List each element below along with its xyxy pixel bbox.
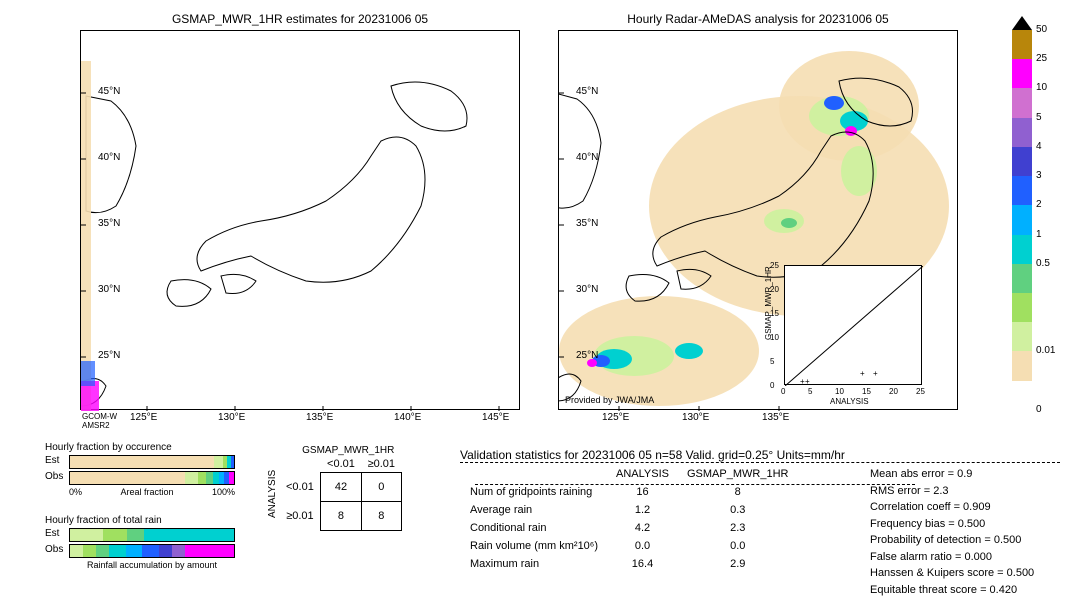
scatter-ylabel: GSMAP_MWR_1HR — [764, 266, 773, 340]
left-lon-130: 130°E — [218, 412, 245, 423]
right-provider: Provided by JWA/JMA — [565, 395, 654, 405]
occ-xlabel: Areal fraction — [120, 487, 173, 497]
left-lat-35: 35°N — [98, 218, 120, 229]
right-lon-135: 135°E — [762, 412, 789, 423]
cont-col-0: <0.01 — [320, 456, 361, 473]
left-map-title: GSMAP_MWR_1HR estimates for 20231006 05 — [80, 12, 520, 26]
colorbar-arrow-icon — [1012, 16, 1032, 30]
cont-cell-10: 8 — [320, 502, 361, 531]
dashed-line-1 — [460, 462, 1060, 463]
left-map-footer: GCOM-W AMSR2 — [82, 412, 117, 430]
cont-cell-01: 0 — [362, 473, 401, 502]
left-map — [80, 30, 520, 410]
occ-tick-100: 100% — [212, 487, 235, 497]
right-map-title: Hourly Radar-AMeDAS analysis for 2023100… — [558, 12, 958, 26]
left-lon-145: 145°E — [482, 412, 509, 423]
val-hdr-analysis: ANALYSIS — [608, 466, 677, 482]
left-lat-30: 30°N — [98, 284, 120, 295]
left-lat-45: 45°N — [98, 86, 120, 97]
cont-col-1: ≥0.01 — [362, 456, 401, 473]
totalrain-xlabel: Rainfall accumulation by amount — [69, 560, 235, 570]
left-lon-135: 135°E — [306, 412, 333, 423]
svg-text:+: + — [860, 369, 865, 378]
right-lon-125: 125°E — [602, 412, 629, 423]
val-hdr-gsmap: GSMAP_MWR_1HR — [679, 466, 796, 482]
right-lat-35: 35°N — [576, 218, 598, 229]
stats-list: Mean abs error = 0.9RMS error = 2.3Corre… — [870, 466, 1034, 598]
cont-col-title: GSMAP_MWR_1HR — [295, 445, 402, 456]
occurrence-chart: Hourly fraction by occurence EstObs 0% A… — [45, 442, 235, 497]
cont-cell-11: 8 — [362, 502, 401, 531]
occ-tick-0: 0% — [69, 487, 82, 497]
left-lat-40: 40°N — [98, 152, 120, 163]
right-lat-25: 25°N — [576, 350, 598, 361]
japan-coastline-left — [81, 31, 521, 411]
cont-row-1: ≥0.01 — [280, 502, 320, 531]
left-lat-25: 25°N — [98, 350, 120, 361]
cont-cell-00: 42 — [320, 473, 361, 502]
right-lon-130: 130°E — [682, 412, 709, 423]
left-lon-140: 140°E — [394, 412, 421, 423]
contingency-table: GSMAP_MWR_1HR ANALYSIS <0.01≥0.01 <0.014… — [265, 445, 402, 531]
validation-title: Validation statistics for 20231006 05 n=… — [460, 448, 845, 462]
svg-text:+: + — [873, 369, 878, 378]
svg-text:+: + — [805, 377, 810, 386]
totalrain-title: Hourly fraction of total rain — [45, 515, 235, 526]
colorbar: 502510543210.50.010 — [1012, 30, 1032, 410]
occurrence-title: Hourly fraction by occurence — [45, 442, 235, 453]
totalrain-chart: Hourly fraction of total rain EstObs Rai… — [45, 515, 235, 570]
scatter-xlabel: ANALYSIS — [830, 397, 869, 406]
cont-row-title: ANALYSIS — [265, 456, 280, 531]
cont-row-0: <0.01 — [280, 473, 320, 502]
scatter-plot: + + + + — [784, 265, 922, 385]
right-lat-30: 30°N — [576, 284, 598, 295]
right-lat-40: 40°N — [576, 152, 598, 163]
validation-table: ANALYSISGSMAP_MWR_1HR Num of gridpoints … — [460, 464, 798, 574]
left-lon-125: 125°E — [130, 412, 157, 423]
right-lat-45: 45°N — [576, 86, 598, 97]
